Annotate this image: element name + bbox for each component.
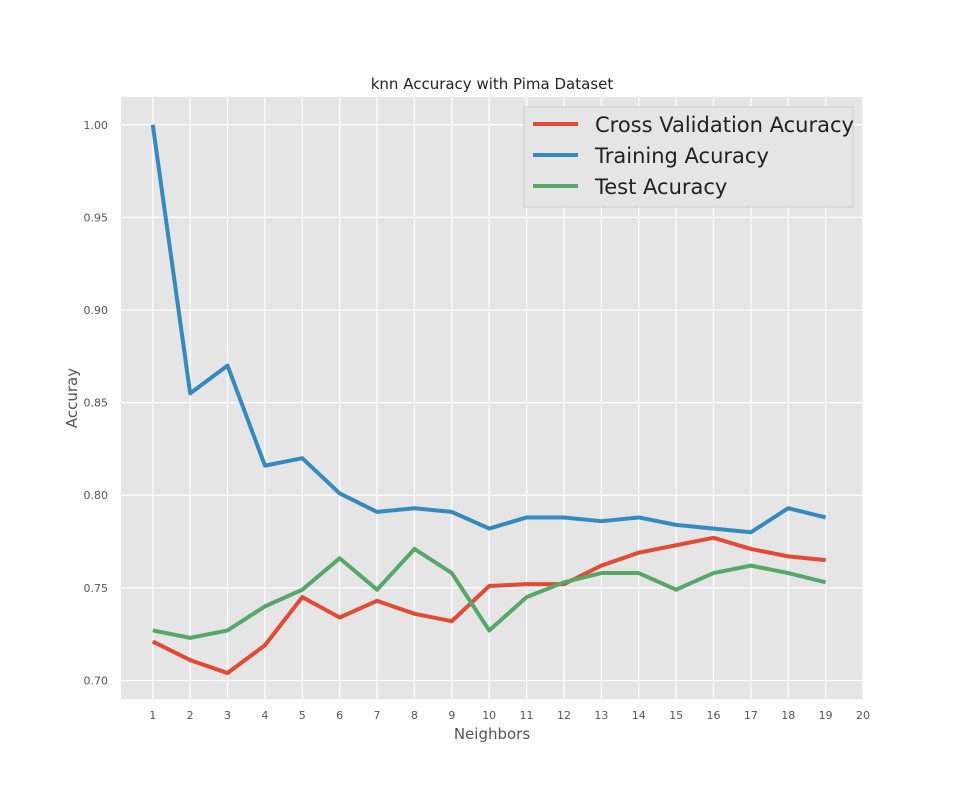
series-line-3 <box>152 546 827 640</box>
legend-label: Training Acuracy <box>594 144 769 168</box>
y-tick-label: 0.85 <box>84 397 109 410</box>
x-tick-label: 10 <box>482 709 496 722</box>
x-tick-label: 11 <box>520 709 534 722</box>
x-tick-label: 17 <box>744 709 758 722</box>
x-tick-label: 7 <box>374 709 381 722</box>
x-ticks: 1 2 3 4 5 6 7 8 9 10 11 12 13 14 15 16 17 18 19 20 <box>149 709 870 722</box>
x-tick-label: 16 <box>706 709 720 722</box>
x-tick-label: 9 <box>448 709 455 722</box>
series-line-2 <box>150 124 827 535</box>
x-axis-label: Neighbors <box>454 725 531 743</box>
x-tick-label: 19 <box>819 709 833 722</box>
x-tick-label: 15 <box>669 709 683 722</box>
x-tick-label: 5 <box>299 709 306 722</box>
x-tick-label: 20 <box>856 709 870 722</box>
y-tick-label: 0.90 <box>84 304 109 317</box>
legend-label: Cross Validation Acuracy <box>595 113 854 137</box>
x-tick-label: 1 <box>149 709 156 722</box>
series-line-1 <box>151 535 826 676</box>
x-tick-label: 2 <box>187 709 194 722</box>
y-tick-label: 0.75 <box>84 582 109 595</box>
x-tick-label: 8 <box>411 709 418 722</box>
x-tick-label: 6 <box>336 709 343 722</box>
y-ticks: 0.70 0.75 0.80 0.85 0.90 0.95 1.00 <box>84 119 109 688</box>
x-tick-label: 3 <box>224 709 231 722</box>
x-tick-label: 4 <box>261 709 268 722</box>
x-tick-label: 14 <box>632 709 646 722</box>
legend-box <box>523 106 854 208</box>
y-tick-label: 0.70 <box>84 674 109 687</box>
chart-title: knn Accuracy with Pima Dataset <box>371 75 614 93</box>
y-axis-label: Accuray <box>63 368 81 428</box>
y-tick-label: 1.00 <box>84 119 109 132</box>
x-tick-label: 13 <box>594 709 608 722</box>
y-tick-label: 0.95 <box>84 211 109 224</box>
y-tick-label: 0.80 <box>84 489 109 502</box>
x-tick-label: 12 <box>557 709 571 722</box>
legend-label: Test Acuracy <box>594 175 727 199</box>
legend: Cross Validation Acuracy Training Acuracy… <box>523 106 854 208</box>
series-lines <box>150 124 827 676</box>
x-tick-label: 18 <box>781 709 795 722</box>
